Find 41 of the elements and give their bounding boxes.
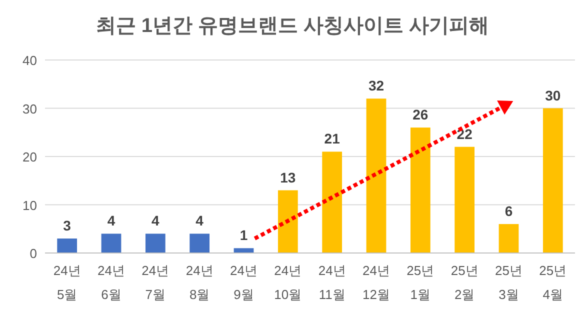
data-label: 3 bbox=[63, 218, 72, 234]
data-label: 13 bbox=[280, 169, 296, 186]
y-tick-label: 20 bbox=[22, 150, 37, 164]
y-tick-label: 40 bbox=[22, 53, 37, 68]
data-label: 21 bbox=[324, 130, 340, 147]
bar bbox=[542, 108, 563, 253]
x-tick-label: 24년 9월 bbox=[230, 263, 258, 302]
bar bbox=[454, 146, 475, 253]
x-tick-label: 24년 12월 bbox=[362, 263, 390, 302]
bar bbox=[410, 128, 430, 253]
bar bbox=[190, 234, 210, 253]
data-label: 4 bbox=[196, 212, 204, 229]
chart-title: 최근 1년간 유명브랜드 사칭사이트 사기피해 bbox=[96, 15, 490, 37]
bar bbox=[278, 190, 298, 253]
y-tick-label: 0 bbox=[30, 246, 37, 261]
x-tick-label: 25년 4월 bbox=[539, 263, 567, 302]
bar bbox=[366, 98, 386, 253]
bar bbox=[498, 224, 519, 253]
x-tick-label: 24년 10월 bbox=[274, 263, 302, 302]
y-tick-label: 30 bbox=[22, 101, 37, 116]
x-tick-label: 24년 11월 bbox=[318, 263, 346, 302]
data-label: 6 bbox=[504, 203, 513, 220]
y-tick-label: 10 bbox=[22, 198, 37, 213]
x-tick-label: 25년 3월 bbox=[495, 263, 522, 302]
data-label: 1 bbox=[240, 227, 248, 244]
data-label: 4 bbox=[152, 212, 160, 229]
x-tick-label: 25년 2월 bbox=[450, 263, 478, 302]
x-tick-label: 24년 7월 bbox=[142, 263, 170, 302]
x-tick-label: 24년 6월 bbox=[98, 263, 125, 302]
bar bbox=[57, 238, 78, 253]
bar bbox=[145, 234, 166, 253]
x-tick-label: 24년 8월 bbox=[186, 263, 214, 302]
bar bbox=[234, 248, 254, 253]
bar bbox=[322, 152, 342, 253]
data-label: 26 bbox=[412, 106, 428, 123]
data-label: 30 bbox=[545, 87, 561, 104]
data-label: 32 bbox=[368, 78, 384, 94]
data-label: 4 bbox=[107, 212, 116, 229]
x-tick-label: 25년 1월 bbox=[406, 263, 434, 302]
bar bbox=[101, 234, 122, 253]
x-tick-label: 24년 5월 bbox=[53, 263, 81, 302]
